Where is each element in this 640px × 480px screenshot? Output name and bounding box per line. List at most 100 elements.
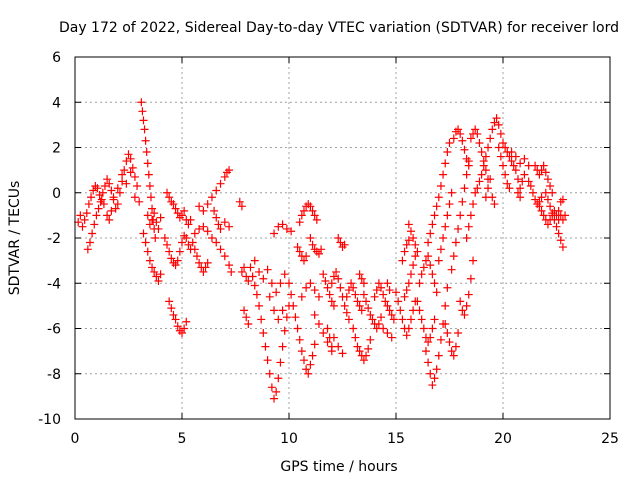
- data-point: [543, 195, 552, 204]
- data-point: [299, 356, 308, 365]
- data-point: [282, 313, 291, 322]
- data-point: [402, 240, 411, 249]
- data-point: [88, 229, 97, 238]
- data-point: [237, 267, 246, 276]
- data-point: [359, 356, 368, 365]
- data-point: [175, 247, 184, 256]
- data-point: [447, 188, 456, 197]
- data-point: [244, 319, 253, 328]
- data-point: [321, 276, 330, 285]
- data-point: [473, 184, 482, 193]
- data-point: [458, 197, 467, 206]
- data-point: [216, 224, 225, 233]
- data-point: [323, 324, 332, 333]
- data-point: [434, 351, 443, 360]
- data-point: [415, 306, 424, 315]
- data-point: [173, 256, 182, 265]
- data-point: [82, 209, 91, 218]
- data-point: [462, 234, 471, 242]
- data-point: [285, 279, 293, 288]
- data-point: [509, 161, 518, 170]
- data-point: [451, 342, 460, 351]
- data-point: [349, 324, 358, 333]
- data-point: [432, 365, 441, 374]
- data-point: [244, 276, 253, 285]
- data-point: [351, 333, 360, 342]
- data-point: [225, 166, 234, 175]
- data-point: [143, 247, 152, 256]
- data-point: [89, 186, 98, 195]
- data-point: [524, 177, 533, 186]
- data-point: [184, 220, 193, 229]
- data-point: [178, 211, 186, 220]
- data-point: [411, 252, 420, 261]
- data-point: [145, 181, 154, 190]
- data-point: [242, 313, 251, 322]
- data-point: [406, 315, 415, 324]
- data-point: [430, 374, 439, 383]
- data-point: [107, 186, 116, 195]
- data-point: [151, 234, 160, 242]
- data-point: [212, 213, 221, 222]
- data-point: [364, 344, 373, 353]
- y-tick-label: 0: [52, 186, 61, 202]
- data-point: [447, 265, 456, 274]
- data-point: [214, 220, 223, 229]
- data-point: [516, 159, 525, 168]
- data-point: [280, 326, 289, 335]
- data-point: [479, 161, 488, 170]
- data-point: [184, 240, 193, 249]
- data-point: [246, 263, 255, 272]
- data-point: [496, 152, 505, 161]
- data-point: [454, 224, 463, 233]
- data-point: [434, 193, 443, 202]
- data-point: [93, 184, 102, 193]
- data-point: [558, 243, 567, 252]
- data-point: [404, 324, 413, 333]
- data-point: [443, 211, 452, 220]
- x-tick-label: 20: [494, 431, 512, 447]
- data-point: [430, 315, 439, 324]
- data-point: [325, 333, 334, 342]
- data-point: [336, 283, 345, 292]
- data-point: [344, 286, 353, 295]
- data-point: [167, 254, 176, 263]
- data-point: [383, 279, 392, 288]
- data-point: [520, 154, 529, 163]
- data-point: [535, 170, 544, 179]
- data-point: [546, 202, 555, 211]
- data-point: [248, 272, 257, 281]
- data-point: [505, 184, 514, 193]
- data-point: [180, 324, 189, 333]
- data-point: [105, 215, 114, 224]
- data-point: [267, 279, 276, 288]
- data-point: [385, 286, 394, 295]
- data-point: [278, 220, 287, 229]
- data-point: [152, 218, 161, 227]
- data-point: [291, 313, 300, 322]
- data-point: [436, 181, 445, 190]
- data-point: [541, 188, 550, 197]
- data-point: [417, 315, 426, 324]
- data-point: [332, 267, 341, 276]
- data-point: [496, 129, 505, 138]
- data-point: [419, 324, 428, 333]
- x-tick-label: 5: [178, 431, 187, 447]
- data-point: [372, 286, 381, 295]
- data-point: [428, 381, 437, 390]
- data-point: [203, 258, 212, 267]
- data-point: [477, 170, 486, 179]
- data-point: [314, 319, 323, 328]
- data-point: [338, 349, 347, 358]
- data-point: [171, 261, 180, 270]
- data-point: [299, 256, 308, 265]
- data-point: [443, 148, 452, 157]
- data-point: [406, 227, 415, 236]
- data-point: [417, 270, 426, 279]
- data-point: [257, 315, 266, 324]
- data-point: [96, 197, 105, 206]
- data-point: [507, 157, 516, 166]
- data-point: [261, 342, 270, 351]
- data-point: [490, 118, 499, 127]
- data-point: [105, 179, 114, 188]
